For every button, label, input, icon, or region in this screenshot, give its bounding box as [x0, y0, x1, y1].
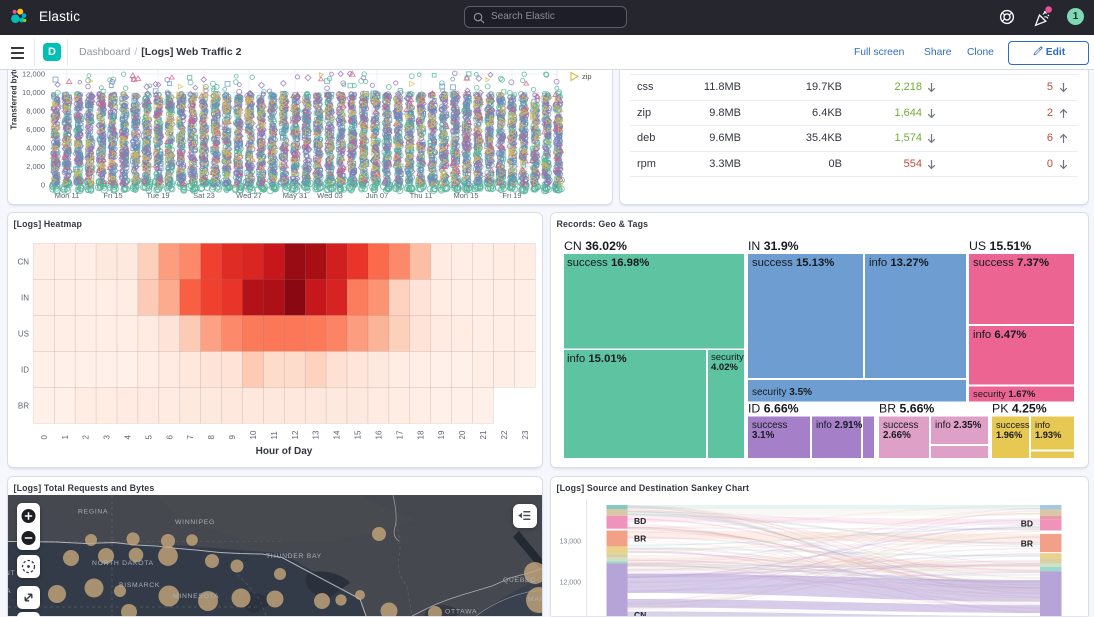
svg-text:4,000: 4,000	[26, 144, 45, 153]
svg-text:Fri 19: Fri 19	[502, 191, 521, 200]
svg-text:Mon 11: Mon 11	[55, 191, 79, 200]
svg-text:zip: zip	[582, 72, 592, 81]
svg-text:12,000: 12,000	[22, 70, 45, 79]
svg-text:2,000: 2,000	[26, 162, 45, 171]
svg-text:0: 0	[41, 181, 45, 190]
svg-text:6,000: 6,000	[26, 125, 45, 134]
svg-text:8,000: 8,000	[26, 107, 45, 116]
svg-text:Transferred bytes: Transferred bytes	[10, 70, 19, 130]
svg-text:10,000: 10,000	[22, 88, 45, 97]
